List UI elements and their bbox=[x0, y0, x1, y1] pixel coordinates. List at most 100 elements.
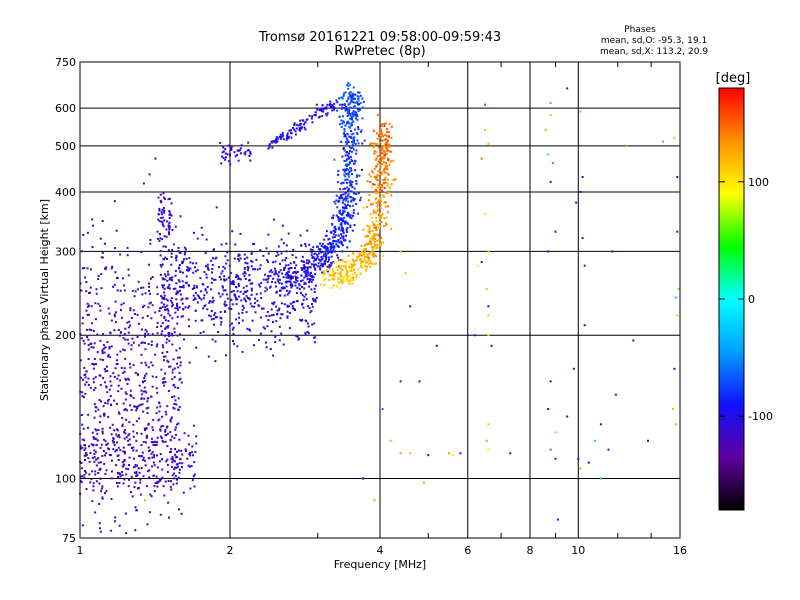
data-point bbox=[161, 440, 164, 442]
data-point bbox=[340, 140, 343, 143]
data-point bbox=[118, 436, 121, 439]
data-point bbox=[324, 107, 327, 110]
data-point bbox=[150, 437, 153, 440]
data-point bbox=[272, 277, 275, 280]
data-point bbox=[373, 145, 376, 148]
data-point bbox=[293, 281, 296, 284]
data-point bbox=[388, 122, 391, 125]
data-point bbox=[310, 309, 313, 312]
data-point bbox=[110, 267, 113, 270]
data-point bbox=[367, 230, 370, 233]
data-point bbox=[303, 281, 306, 284]
data-point bbox=[232, 333, 235, 335]
data-point bbox=[194, 451, 197, 454]
data-point bbox=[346, 109, 349, 112]
x-axis-ticks: 1 2 4 6 8 10 16 bbox=[77, 62, 687, 557]
data-point bbox=[280, 238, 283, 241]
data-point bbox=[356, 258, 358, 261]
data-point bbox=[231, 282, 234, 285]
data-point bbox=[187, 464, 190, 467]
data-point bbox=[98, 503, 101, 505]
data-point bbox=[342, 94, 345, 97]
data-point bbox=[349, 214, 352, 217]
data-point bbox=[338, 212, 341, 215]
data-point bbox=[271, 141, 274, 144]
data-point bbox=[99, 415, 102, 418]
data-point bbox=[177, 279, 180, 282]
data-point bbox=[232, 280, 235, 283]
data-point bbox=[384, 164, 387, 167]
data-point bbox=[549, 448, 552, 451]
data-point bbox=[367, 259, 370, 262]
data-point bbox=[164, 429, 167, 431]
data-point bbox=[147, 457, 150, 459]
data-point bbox=[169, 438, 172, 441]
data-point bbox=[171, 317, 174, 320]
data-point bbox=[324, 252, 327, 255]
data-point bbox=[215, 206, 218, 209]
data-point bbox=[352, 101, 355, 104]
data-point bbox=[125, 532, 128, 535]
data-point bbox=[121, 425, 124, 428]
data-point bbox=[311, 257, 314, 260]
data-point bbox=[335, 234, 337, 237]
data-point bbox=[161, 277, 164, 280]
y-tick-label: 200 bbox=[55, 329, 76, 342]
data-point bbox=[334, 225, 337, 228]
data-point bbox=[200, 298, 203, 301]
data-point bbox=[141, 403, 144, 406]
data-point bbox=[267, 319, 270, 322]
data-point bbox=[354, 263, 357, 266]
data-point bbox=[284, 273, 287, 276]
data-point bbox=[676, 230, 679, 233]
data-point bbox=[146, 523, 149, 526]
data-point bbox=[140, 361, 143, 364]
data-point bbox=[362, 206, 365, 209]
data-point bbox=[388, 136, 390, 138]
data-point bbox=[232, 326, 235, 329]
data-point bbox=[174, 287, 177, 290]
data-point bbox=[160, 213, 163, 216]
data-point bbox=[354, 272, 356, 274]
data-point bbox=[271, 302, 274, 305]
data-point bbox=[90, 443, 93, 446]
data-point bbox=[399, 380, 402, 383]
data-point bbox=[285, 250, 288, 253]
data-point bbox=[114, 450, 117, 453]
data-point bbox=[335, 261, 338, 264]
data-point bbox=[351, 144, 354, 147]
data-point bbox=[163, 294, 166, 297]
data-point bbox=[92, 330, 95, 332]
data-point bbox=[224, 255, 227, 258]
data-point bbox=[117, 329, 120, 331]
data-point bbox=[181, 453, 184, 456]
data-point bbox=[324, 277, 327, 280]
data-point bbox=[161, 344, 164, 347]
data-point bbox=[380, 241, 383, 244]
data-point bbox=[87, 377, 90, 380]
data-point bbox=[357, 192, 360, 195]
data-point bbox=[272, 303, 275, 306]
data-point bbox=[354, 93, 357, 96]
data-point bbox=[295, 278, 297, 281]
data-point bbox=[390, 160, 393, 162]
data-point bbox=[191, 451, 193, 454]
data-point bbox=[101, 496, 104, 499]
data-point bbox=[163, 291, 166, 294]
data-point bbox=[285, 285, 288, 288]
data-point bbox=[241, 350, 244, 353]
data-point bbox=[219, 311, 222, 313]
data-point bbox=[547, 408, 550, 410]
data-point bbox=[286, 274, 289, 277]
data-point bbox=[144, 374, 146, 377]
data-point bbox=[92, 224, 94, 227]
data-point bbox=[352, 106, 355, 109]
data-point bbox=[311, 249, 314, 251]
data-point bbox=[93, 456, 96, 458]
data-point bbox=[375, 227, 378, 230]
data-point bbox=[186, 266, 189, 269]
data-point bbox=[381, 156, 384, 159]
data-point bbox=[306, 305, 309, 308]
data-point bbox=[381, 152, 383, 155]
